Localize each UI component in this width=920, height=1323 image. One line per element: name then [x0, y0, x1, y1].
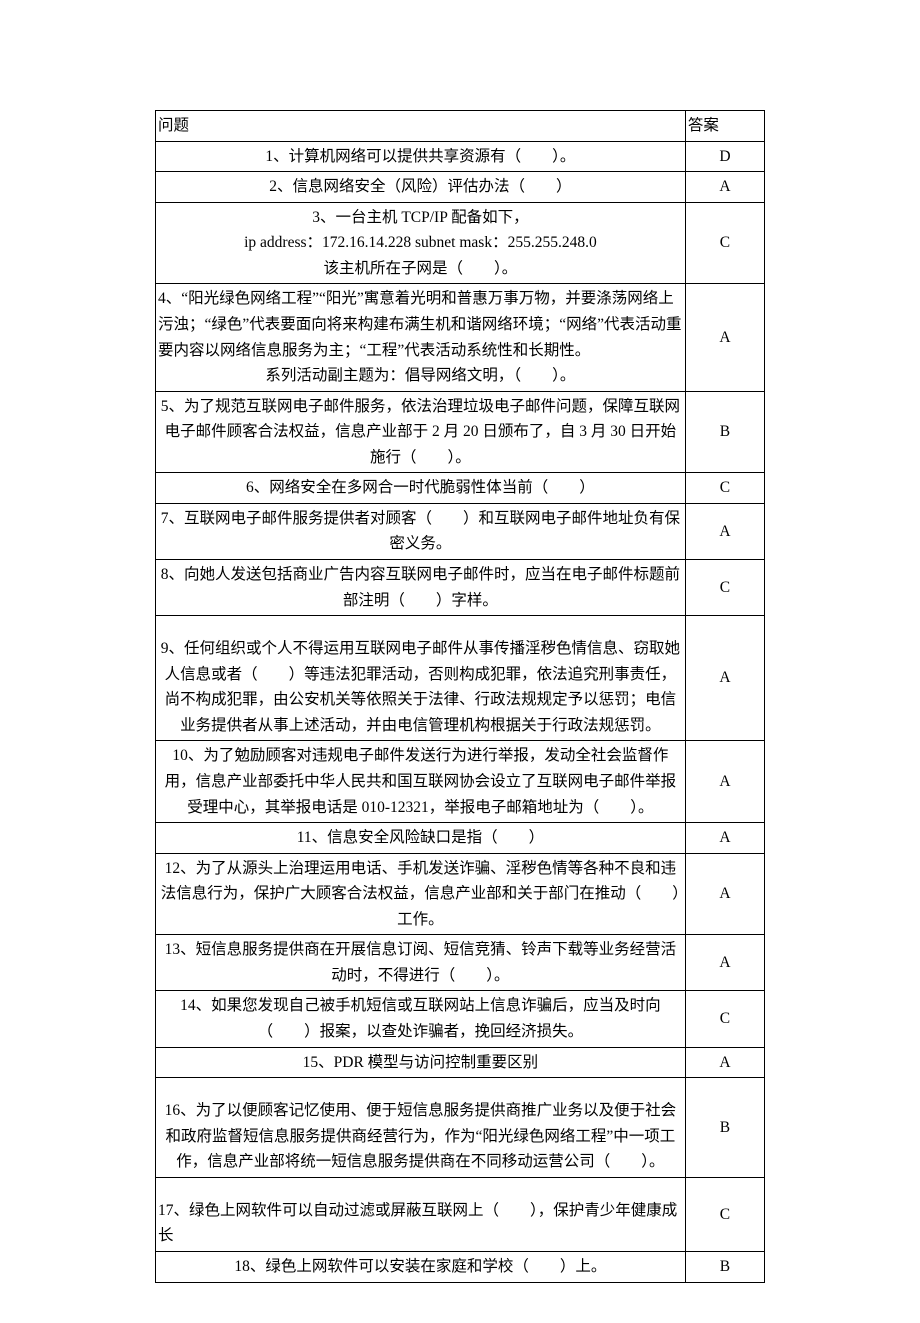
answer-cell: A	[685, 935, 764, 991]
header-answer: 答案	[685, 111, 764, 142]
question-text-tail: 16、为了以便顾客记忆使用、便于短信息服务提供商推广业务以及便于社会和政府监督短…	[158, 1098, 683, 1175]
table-row: 2、信息网络安全（风险）评估办法（ ） A	[156, 172, 765, 203]
question-cell: 5、为了规范互联网电子邮件服务，依法治理垃圾电子邮件问题，保障互联网电子邮件顾客…	[156, 391, 686, 473]
question-text-tail: 系列活动副主题为：倡导网络文明，（ ）。	[158, 363, 683, 389]
question-text: 1、计算机网络可以提供共享资源有（ ）。	[265, 148, 575, 165]
question-text: 11、信息安全风险缺口是指（ ）	[297, 829, 544, 846]
question-cell: 16、为了以便顾客记忆使用、便于短信息服务提供商推广业务以及便于社会和政府监督短…	[156, 1078, 686, 1178]
table-row: 7、互联网电子邮件服务提供者对顾客（ ）和互联网电子邮件地址负有保密义务。A	[156, 503, 765, 559]
answer-cell: A	[685, 853, 764, 935]
question-cell: 4、“阳光绿色网络工程”“阳光”寓意着光明和普惠万事万物，并要涤荡网络上污浊；“…	[156, 284, 686, 391]
answer-cell: A	[685, 503, 764, 559]
answer-cell: B	[685, 1251, 764, 1282]
table-row: 8、向她人发送包括商业广告内容互联网电子邮件时，应当在电子邮件标题前部注明（ ）…	[156, 560, 765, 616]
table-row: 13、短信息服务提供商在开展信息订阅、短信竞猜、铃声下载等业务经营活动时，不得进…	[156, 935, 765, 991]
question-cell: 1、计算机网络可以提供共享资源有（ ）。	[156, 141, 686, 172]
table-row: 10、为了勉励顾客对违规电子邮件发送行为进行举报，发动全社会监督作用，信息产业部…	[156, 741, 765, 823]
question-text-tail: 12、为了从源头上治理运用电话、手机发送诈骗、淫秽色情等各种不良和违法信息行为，…	[158, 856, 683, 933]
question-text-tail: 9、任何组织或个人不得运用互联网电子邮件从事传播淫秽色情信息、窃取她人信息或者（…	[158, 636, 683, 738]
question-text-tail: 5、为了规范互联网电子邮件服务，依法治理垃圾电子邮件问题，保障互联网电子邮件顾客…	[158, 394, 683, 471]
answer-cell: A	[685, 741, 764, 823]
question-cell: 13、短信息服务提供商在开展信息订阅、短信竞猜、铃声下载等业务经营活动时，不得进…	[156, 935, 686, 991]
table-row: 14、如果您发现自己被手机短信或互联网站上信息诈骗后，应当及时向（ ）报案，以查…	[156, 991, 765, 1047]
question-text: 6、网络安全在多网合一时代脆弱性体当前（ ）	[246, 479, 595, 496]
question-text: 3、一台主机 TCP/IP 配备如下，ip address：172.16.14.…	[244, 209, 597, 277]
question-text-tail: 13、短信息服务提供商在开展信息订阅、短信竞猜、铃声下载等业务经营活动时，不得进…	[158, 937, 683, 988]
question-cell: 15、PDR 模型与访问控制重要区别	[156, 1047, 686, 1078]
table-row: 9、任何组织或个人不得运用互联网电子邮件从事传播淫秽色情信息、窃取她人信息或者（…	[156, 616, 765, 741]
table-row: 11、信息安全风险缺口是指（ ） A	[156, 823, 765, 854]
table-row: 18、绿色上网软件可以安装在家庭和学校（ ）上。 B	[156, 1251, 765, 1282]
qa-table: 问题答案1、计算机网络可以提供共享资源有（ ）。D2、信息网络安全（风险）评估办…	[155, 110, 765, 1283]
answer-cell: D	[685, 141, 764, 172]
question-cell: 2、信息网络安全（风险）评估办法（ ）	[156, 172, 686, 203]
question-cell: 14、如果您发现自己被手机短信或互联网站上信息诈骗后，应当及时向（ ）报案，以查…	[156, 991, 686, 1047]
answer-cell: A	[685, 1047, 764, 1078]
question-cell: 9、任何组织或个人不得运用互联网电子邮件从事传播淫秽色情信息、窃取她人信息或者（…	[156, 616, 686, 741]
answer-cell: A	[685, 616, 764, 741]
question-text-tail: 7、互联网电子邮件服务提供者对顾客（ ）和互联网电子邮件地址负有保密义务。	[158, 506, 683, 557]
question-text-tail: 10、为了勉励顾客对违规电子邮件发送行为进行举报，发动全社会监督作用，信息产业部…	[158, 743, 683, 820]
table-row: 3、一台主机 TCP/IP 配备如下，ip address：172.16.14.…	[156, 202, 765, 284]
question-cell: 10、为了勉励顾客对违规电子邮件发送行为进行举报，发动全社会监督作用，信息产业部…	[156, 741, 686, 823]
answer-cell: B	[685, 391, 764, 473]
table-header-row: 问题答案	[156, 111, 765, 142]
answer-cell: C	[685, 473, 764, 504]
page-container: 问题答案1、计算机网络可以提供共享资源有（ ）。D2、信息网络安全（风险）评估办…	[0, 0, 920, 1323]
question-cell: 6、网络安全在多网合一时代脆弱性体当前（ ）	[156, 473, 686, 504]
question-cell: 12、为了从源头上治理运用电话、手机发送诈骗、淫秽色情等各种不良和违法信息行为，…	[156, 853, 686, 935]
question-text: 15、PDR 模型与访问控制重要区别	[303, 1054, 539, 1071]
table-row: 12、为了从源头上治理运用电话、手机发送诈骗、淫秽色情等各种不良和违法信息行为，…	[156, 853, 765, 935]
question-cell: 18、绿色上网软件可以安装在家庭和学校（ ）上。	[156, 1251, 686, 1282]
question-cell: 3、一台主机 TCP/IP 配备如下，ip address：172.16.14.…	[156, 202, 686, 284]
question-cell: 8、向她人发送包括商业广告内容互联网电子邮件时，应当在电子邮件标题前部注明（ ）…	[156, 560, 686, 616]
answer-cell: C	[685, 1177, 764, 1251]
table-row: 6、网络安全在多网合一时代脆弱性体当前（ ） C	[156, 473, 765, 504]
question-text-tail: 14、如果您发现自己被手机短信或互联网站上信息诈骗后，应当及时向（ ）报案，以查…	[158, 993, 683, 1044]
answer-cell: A	[685, 823, 764, 854]
table-row: 5、为了规范互联网电子邮件服务，依法治理垃圾电子邮件问题，保障互联网电子邮件顾客…	[156, 391, 765, 473]
table-row: 17、绿色上网软件可以自动过滤或屏蔽互联网上（ ），保护青少年健康成长C	[156, 1177, 765, 1251]
table-row: 16、为了以便顾客记忆使用、便于短信息服务提供商推广业务以及便于社会和政府监督短…	[156, 1078, 765, 1178]
question-text-tail: 8、向她人发送包括商业广告内容互联网电子邮件时，应当在电子邮件标题前部注明（ ）…	[158, 562, 683, 613]
question-cell: 17、绿色上网软件可以自动过滤或屏蔽互联网上（ ），保护青少年健康成长	[156, 1177, 686, 1251]
answer-cell: C	[685, 202, 764, 284]
question-text: 2、信息网络安全（风险）评估办法（ ）	[269, 178, 571, 195]
answer-cell: C	[685, 991, 764, 1047]
answer-cell: B	[685, 1078, 764, 1178]
question-cell: 7、互联网电子邮件服务提供者对顾客（ ）和互联网电子邮件地址负有保密义务。	[156, 503, 686, 559]
answer-cell: A	[685, 284, 764, 391]
header-question: 问题	[156, 111, 686, 142]
table-row: 15、PDR 模型与访问控制重要区别 A	[156, 1047, 765, 1078]
answer-cell: C	[685, 560, 764, 616]
question-cell: 11、信息安全风险缺口是指（ ）	[156, 823, 686, 854]
answer-cell: A	[685, 172, 764, 203]
table-row: 1、计算机网络可以提供共享资源有（ ）。 D	[156, 141, 765, 172]
table-row: 4、“阳光绿色网络工程”“阳光”寓意着光明和普惠万事万物，并要涤荡网络上污浊；“…	[156, 284, 765, 391]
question-text: 18、绿色上网软件可以安装在家庭和学校（ ）上。	[234, 1258, 606, 1275]
